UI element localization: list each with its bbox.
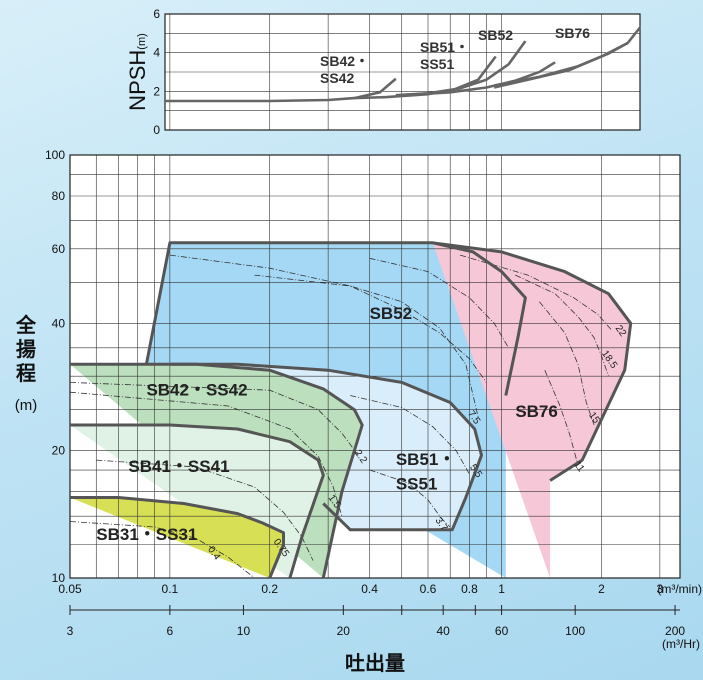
main-x-tick-label: 3 [657,582,664,596]
npsh-y-tick-label: 2 [153,84,160,98]
region-label: SB31・SS31 [96,525,197,544]
secondary-x-axis: 3 6 10 20 40 60 100 200(m³/Hr) [67,605,700,651]
main-x-ticks: 0.05 0.1 0.2 0.4 0.6 0.8 1 2 3(m³/min) [58,582,702,596]
power-curve-line [69,382,359,456]
npsh-series-line [493,41,629,87]
region-outline [70,362,364,579]
region-outlines [70,241,633,579]
npsh-title-unit: (m) [136,33,148,50]
main-x-tick-label: 0.2 [261,582,278,596]
power-curve-line [544,370,579,466]
region-label: SB76 [515,402,558,421]
main-y-tick-label: 40 [52,316,66,330]
secondary-x-tick-label: 6 [167,624,174,638]
main-x-tick-label: 1 [498,582,505,596]
secondary-x-tick-label: 10 [237,624,251,638]
main-x-tick-label: 2 [598,582,605,596]
region-label: SB52 [370,304,413,323]
secondary-x-tick-label: 40 [436,624,450,638]
npsh-series-label: SS42 [320,70,354,86]
region-label: SB51・ [396,450,456,469]
main-x-tick-label: 0.1 [162,582,179,596]
power-curve-line [350,395,470,475]
head-axis-unit: (m) [15,397,38,414]
secondary-x-tick-label: 200 [665,624,685,638]
npsh-series-label: SB76 [555,25,590,41]
npsh-series-line [165,77,397,103]
main-frame [69,154,681,579]
region-outline [144,241,527,396]
x-unit-label: (m³/min) [657,582,702,596]
main-y-tick-label: 80 [52,189,66,203]
region-outline [70,423,325,579]
npsh-series-label: SB52 [478,27,513,43]
head-axis-title-char: 程 [16,362,36,385]
main-y-tick-label: 10 [52,571,66,585]
npsh-series-label: SB51・ [420,39,469,55]
main-y-tick-label: 20 [52,444,66,458]
power-curve-line [515,274,609,377]
main-x-tick-label: 0.4 [361,582,378,596]
npsh-series-label: SB42・ [320,53,369,69]
power-curve-line [69,391,343,517]
pump-regions [70,155,680,579]
region-label: SS51 [396,474,438,493]
secondary-x-tick-label: 60 [495,624,509,638]
npsh-curves [165,26,642,103]
npsh-y-tick-label: 0 [153,123,160,137]
power-curve-line [96,459,314,561]
power-curve-line [254,274,479,418]
npsh-chart: 0 2 4 6 SB42・SS42 SB51・SS51 SB52 SB76 NPSH(m) [125,7,642,137]
secondary-x-tick-label: 3 [67,624,74,638]
main-y-tick-label: 60 [52,242,66,256]
main-grid [69,154,681,579]
power-curve-line [69,521,255,579]
flow-axis-title: 吐出量 [345,652,405,675]
main-x-tick-label: 0.6 [420,582,437,596]
secondary-x-tick-label: 20 [337,624,351,638]
head-axis-title-char: 揚 [16,338,36,361]
npsh-y-tick-label: 4 [153,46,160,60]
pump-region-fill [432,242,631,579]
main-x-tick-label: 0.05 [58,582,82,596]
head-axis-title-char: 全 [15,313,37,337]
main-x-tick-label: 0.8 [461,582,478,596]
x2-unit-label: (m³/Hr) [662,637,700,651]
pump-region-fill [70,497,284,578]
region-outline [70,496,285,579]
main-y-ticks: 10 20 40 60 80 100 [45,148,65,585]
power-curve-line [459,254,613,331]
region-outline [432,241,633,482]
head-axis-title: 全揚程 (m) [15,313,38,414]
npsh-y-ticks: 0 2 4 6 [153,7,160,137]
head-axis-title-text: 全揚程 [15,313,37,385]
npsh-frame [164,13,641,131]
npsh-title-text: NPSH [125,50,150,111]
region-label: SB42・SS42 [146,381,247,400]
region-label: SB41・SS41 [128,457,229,476]
power-curve-line [539,301,595,426]
npsh-series-labels: SB42・SS42 SB51・SS51 SB52 SB76 [320,25,590,86]
npsh-series-label: SS51 [420,56,454,72]
region-outline [169,362,483,532]
secondary-x-tick-label: 100 [565,624,585,638]
npsh-y-tick-label: 6 [153,7,160,21]
main-y-tick-label: 100 [45,148,65,162]
npsh-axis-title: NPSH(m) [125,33,150,111]
region-labels: SB52 SB76 SB51・ SS51 SB42・SS42 SB41・SS41 SB31・… [96,304,558,544]
